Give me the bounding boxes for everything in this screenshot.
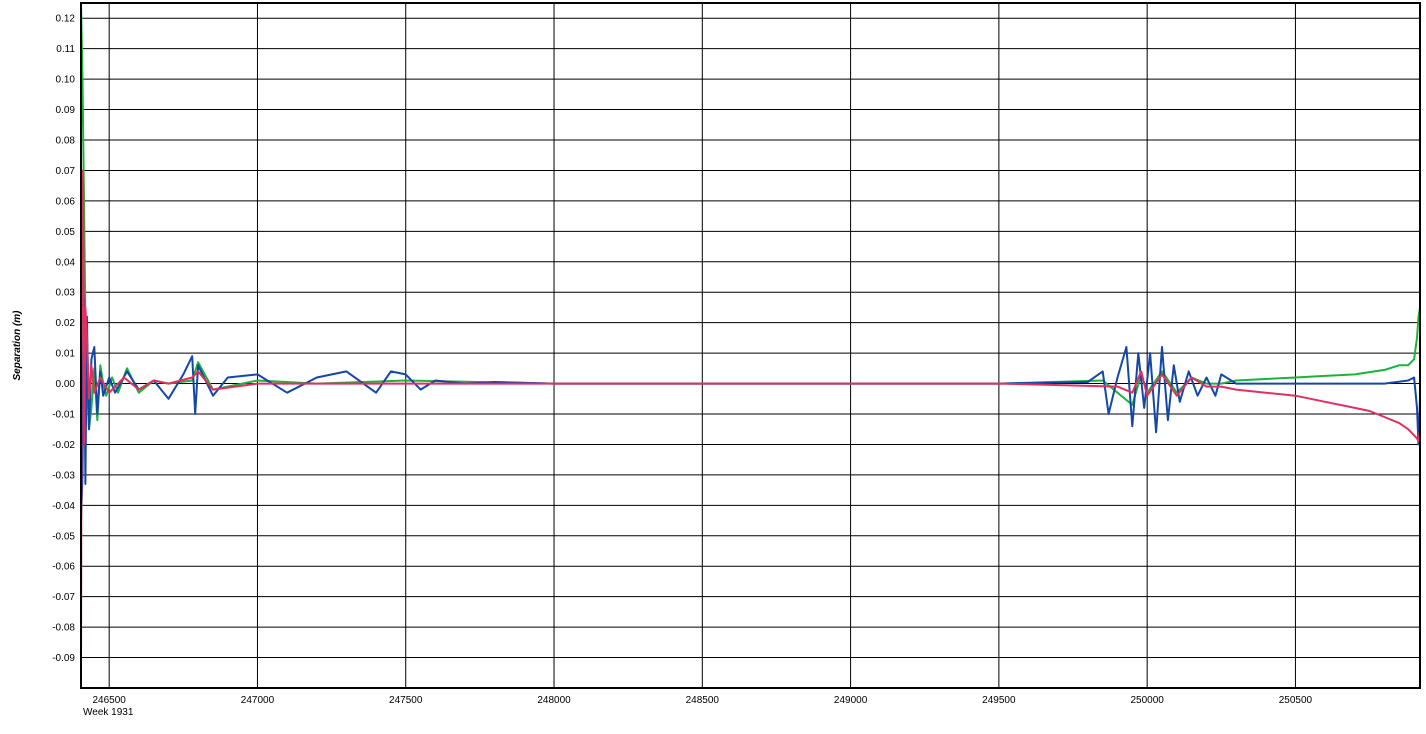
series-line-3 <box>80 169 1421 673</box>
grid <box>81 3 1420 688</box>
x-axis-sublabel: Week 1931 <box>83 707 134 718</box>
x-tick-label: 250500 <box>1279 695 1313 706</box>
y-tick-label: -0.09 <box>52 653 75 664</box>
y-tick-label: 0.01 <box>56 349 76 360</box>
x-tick-label: 247000 <box>241 695 275 706</box>
y-tick-label: 0.04 <box>56 257 76 268</box>
series-line-1 <box>80 2 1421 431</box>
y-tick-label: -0.06 <box>52 562 75 573</box>
y-tick-label: 0.06 <box>56 196 76 207</box>
series-group <box>80 2 1421 673</box>
y-tick-label: 0.07 <box>56 166 76 177</box>
y-tick-label: -0.01 <box>52 410 75 421</box>
y-tick-label: -0.05 <box>52 531 75 542</box>
y-tick-label: 0.09 <box>56 105 76 116</box>
x-tick-label: 249000 <box>834 695 868 706</box>
series-line-2 <box>80 297 1421 521</box>
y-tick-label: -0.08 <box>52 623 75 634</box>
x-tick-label: 250000 <box>1130 695 1164 706</box>
x-axis-ticks: 246500 247000 247500 248000 248500 249000 2495… <box>92 695 1312 706</box>
y-tick-label: 0.10 <box>56 75 76 86</box>
y-tick-label: 0.03 <box>56 288 76 299</box>
x-tick-label: 246500 <box>92 695 126 706</box>
y-tick-label: -0.04 <box>52 501 75 512</box>
y-tick-label: 0.12 <box>56 14 76 25</box>
y-tick-label: 0.08 <box>56 136 76 147</box>
y-tick-label: 0.11 <box>56 44 75 55</box>
x-tick-label: 247500 <box>389 695 423 706</box>
y-axis-title: Separation (m) <box>12 310 23 381</box>
y-tick-label: 0.00 <box>56 379 76 390</box>
y-tick-label: -0.07 <box>52 592 75 603</box>
x-tick-label: 248500 <box>686 695 720 706</box>
x-tick-label: 249500 <box>982 695 1016 706</box>
y-axis-ticks: 0.12 0.11 0.10 0.09 0.08 0.07 0.06 0.05 0.04 0.03… <box>52 14 75 664</box>
y-tick-label: 0.02 <box>56 318 76 329</box>
y-tick-label: -0.03 <box>52 470 75 481</box>
y-tick-label: -0.02 <box>52 440 75 451</box>
x-tick-label: 248000 <box>537 695 571 706</box>
y-tick-label: 0.05 <box>56 227 76 238</box>
plot-frame <box>80 2 1421 689</box>
